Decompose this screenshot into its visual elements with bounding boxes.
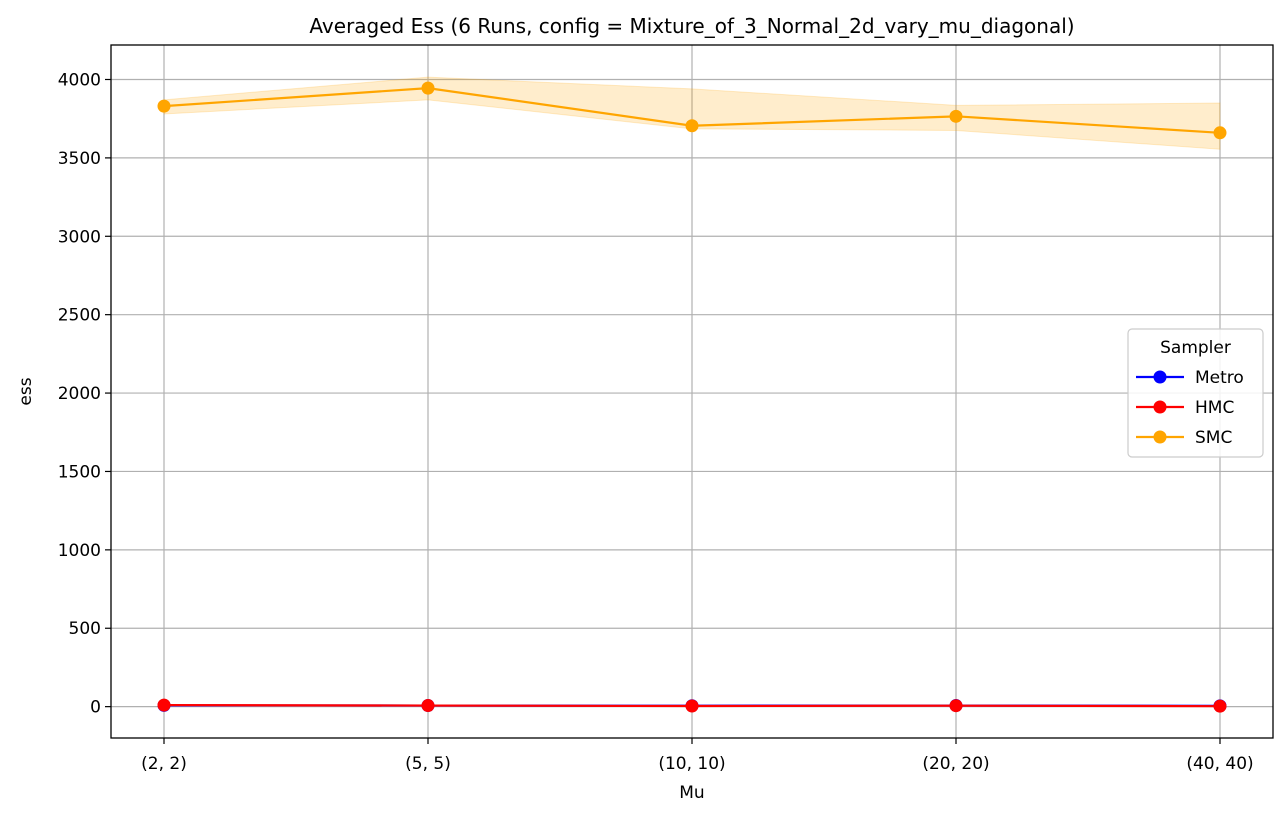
data-point (1213, 699, 1227, 713)
y-tick-label: 1500 (58, 462, 101, 482)
y-tick-label: 500 (69, 619, 101, 639)
series-band (163, 76, 1221, 150)
legend-marker (1153, 430, 1167, 444)
y-tick-label: 0 (90, 698, 101, 718)
x-tick-label: (20, 20) (922, 754, 989, 774)
legend-box (1127, 328, 1264, 458)
y-tick-label: 1000 (58, 541, 101, 561)
x-axis-label: Mu (679, 783, 704, 803)
y-tick-label: 3000 (58, 227, 101, 247)
x-tick-label: (5, 5) (405, 754, 451, 774)
data-point (685, 119, 699, 133)
series-lines (157, 81, 1227, 713)
legend-entry-label: HMC (1195, 398, 1234, 418)
legend-title: Sampler (1160, 338, 1231, 358)
y-tick-label: 2500 (58, 306, 101, 326)
legend-marker (1153, 370, 1167, 384)
y-tick-label: 2000 (58, 384, 101, 404)
x-tick-label: (2, 2) (141, 754, 187, 774)
data-point (157, 99, 171, 113)
grid (111, 45, 1273, 738)
legend: Sampler Metro HMC SMC (1127, 328, 1264, 458)
y-tick-label: 3500 (58, 149, 101, 169)
x-tick-label: (10, 10) (658, 754, 725, 774)
legend-marker (1153, 400, 1167, 414)
data-point (157, 698, 171, 712)
y-tick-label: 4000 (58, 70, 101, 90)
data-point (949, 109, 963, 123)
data-point (1213, 126, 1227, 140)
legend-entry-label: SMC (1195, 428, 1232, 448)
chart-title: Averaged Ess (6 Runs, config = Mixture_o… (309, 14, 1074, 38)
data-point (421, 699, 435, 713)
data-point (685, 699, 699, 713)
y-axis-label: ess (16, 377, 36, 405)
data-point (421, 81, 435, 95)
data-point (949, 699, 963, 713)
axis-ticks: (2, 2) (5, 5) (10, 10) (20, 20) (40, 40) 0 500… (58, 70, 1254, 774)
legend-entry-label: Metro (1195, 368, 1244, 388)
x-tick-label: (40, 40) (1186, 754, 1253, 774)
